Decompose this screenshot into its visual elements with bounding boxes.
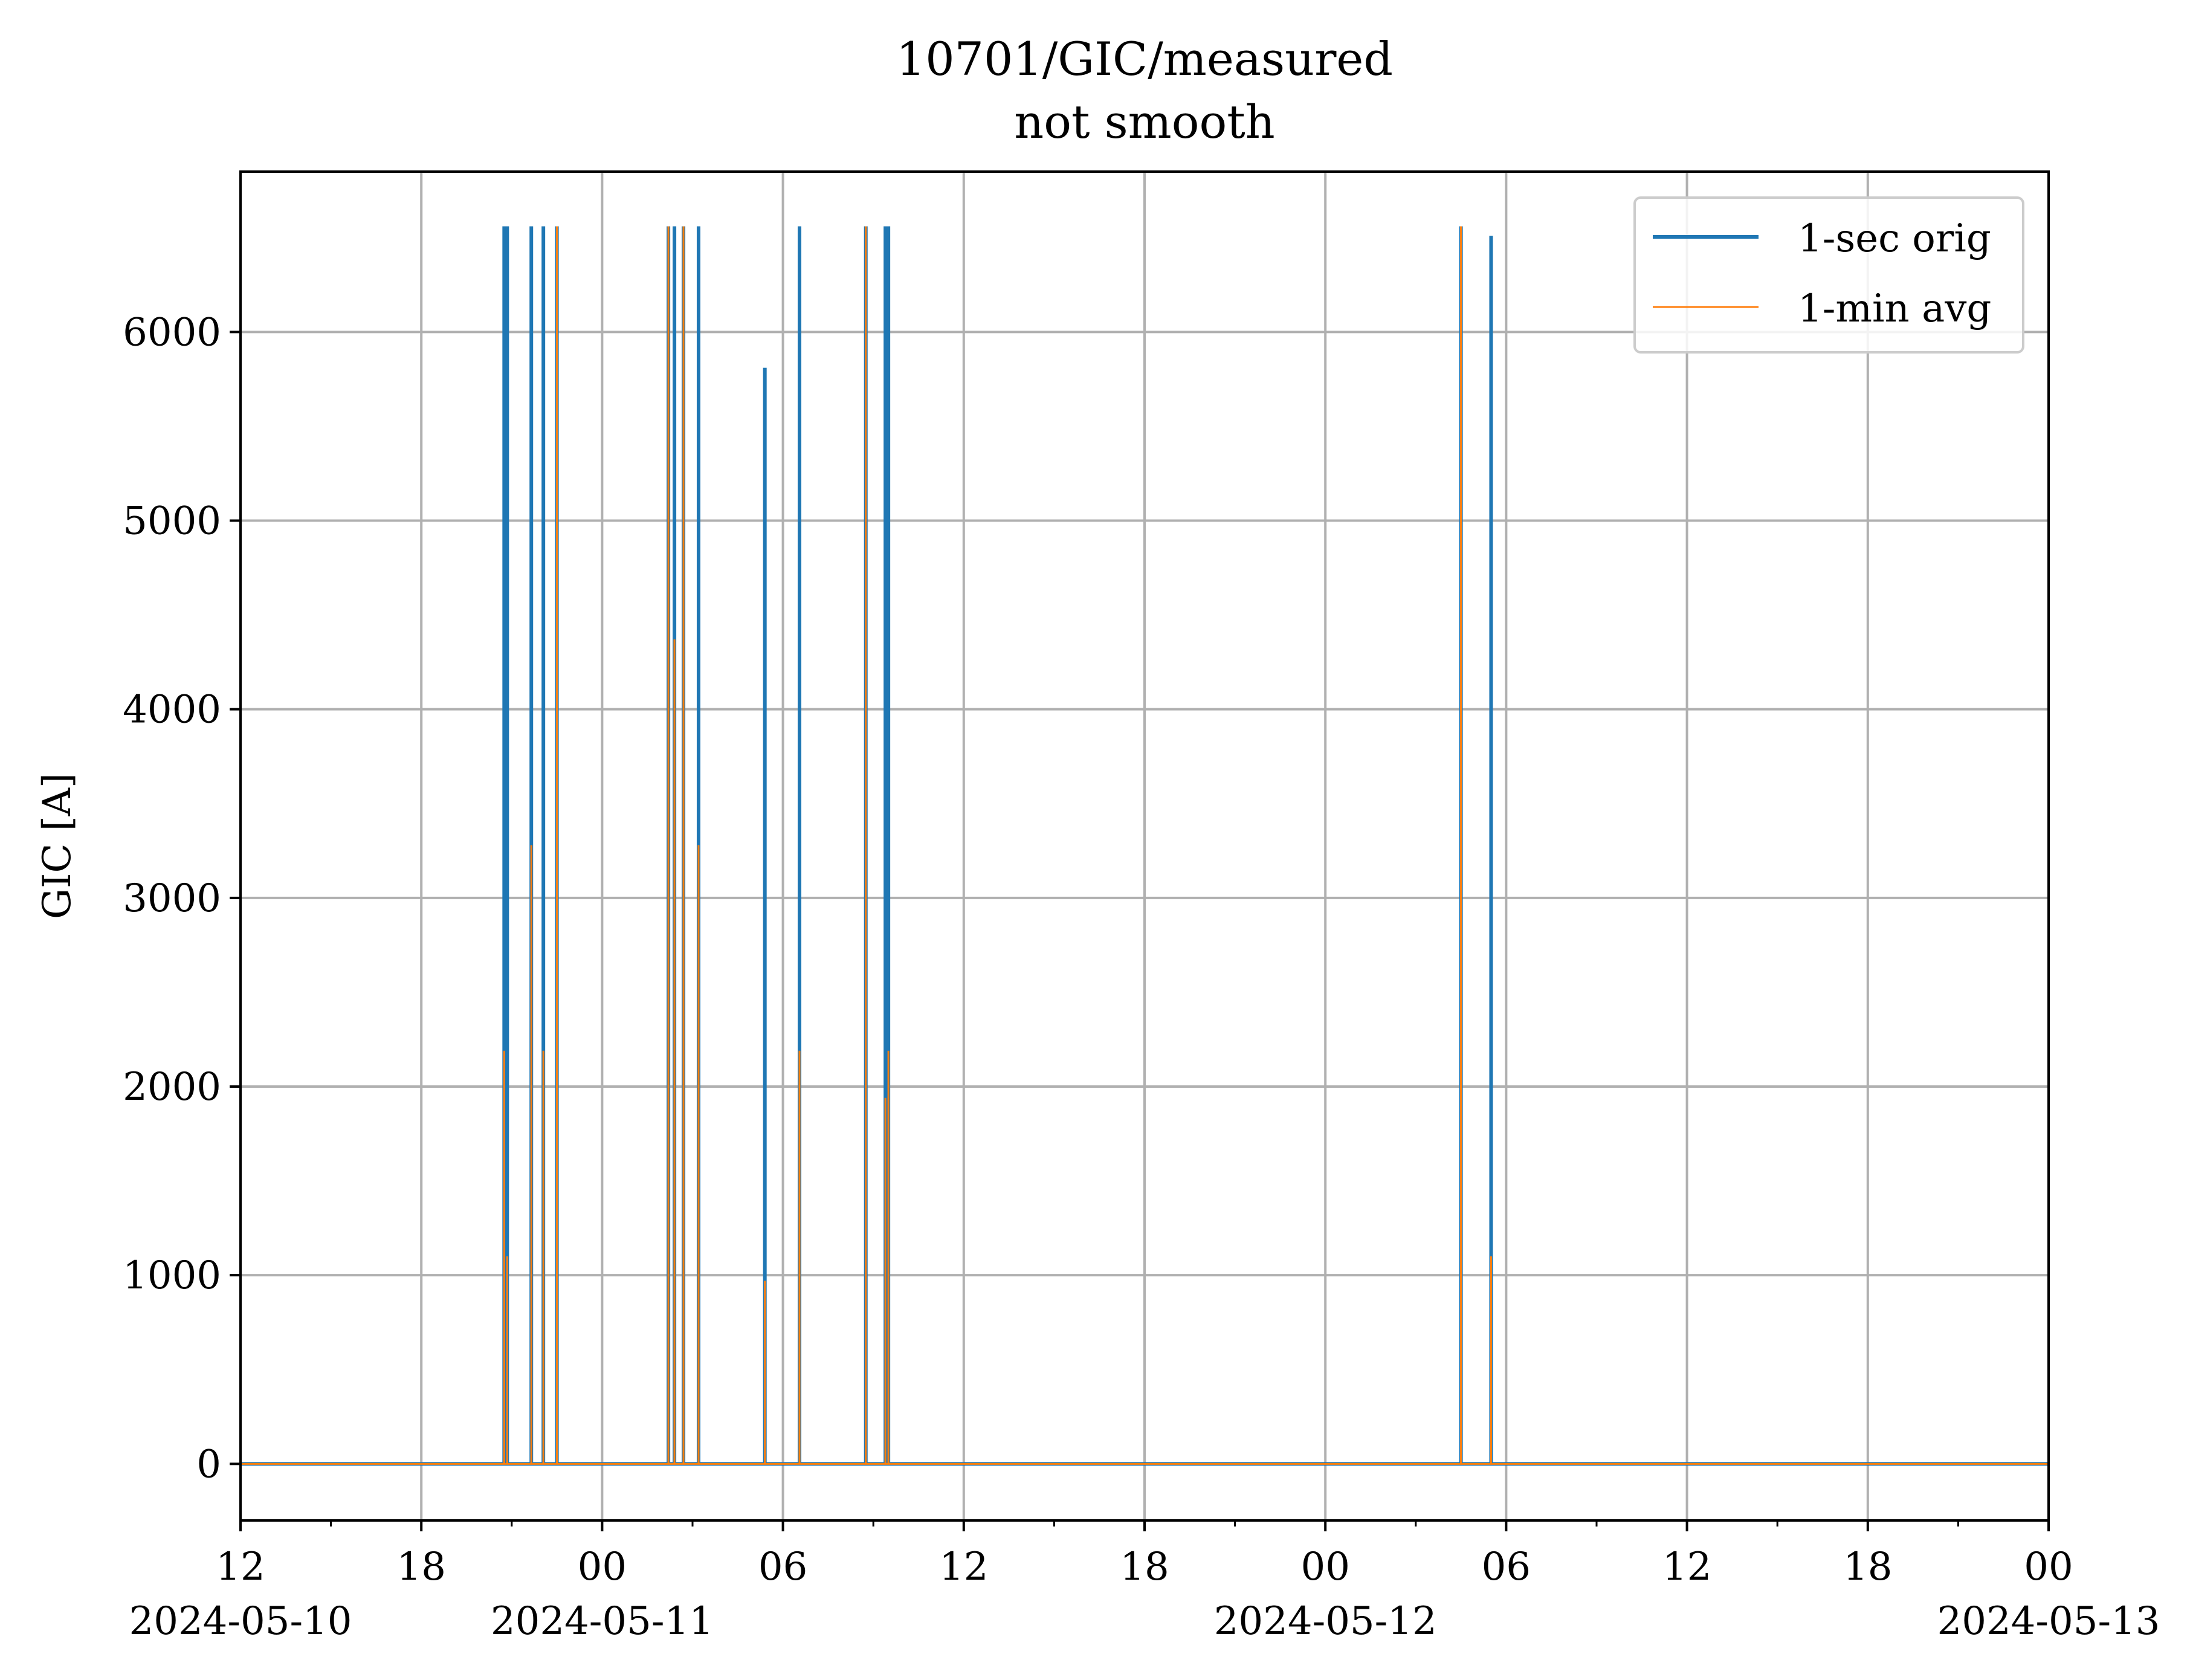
y-tick-label: 3000: [123, 876, 221, 921]
y-tick-label: 5000: [123, 499, 221, 544]
y-axis-label: GIC [A]: [35, 773, 80, 919]
x-tick-date-label: 2024-05-12: [1214, 1599, 1437, 1644]
y-tick-label: 6000: [123, 310, 221, 355]
x-tick-date-label: 2024-05-13: [1937, 1599, 2160, 1644]
y-tick-label: 0: [196, 1442, 221, 1487]
x-axis: 12 2024-05-10 18 00 2024-05-11 06 12 18 00 2024-0…: [129, 1520, 2160, 1644]
y-tick-label: 2000: [123, 1065, 221, 1110]
x-tick-date-label: 2024-05-10: [129, 1599, 352, 1644]
x-tick-label: 00: [578, 1545, 627, 1589]
plot-area: [241, 226, 2049, 1466]
legend-label-1-sec-orig: 1-sec orig: [1798, 216, 1991, 261]
x-tick-label: 18: [1843, 1545, 1892, 1589]
series-1-min-avg: [241, 226, 2049, 1465]
x-tick-label: 00: [1300, 1545, 1349, 1589]
x-tick-label: 18: [396, 1545, 445, 1589]
x-tick-label: 12: [1662, 1545, 1711, 1589]
x-tick-date-label: 2024-05-11: [491, 1599, 714, 1644]
legend-label-1-min-avg: 1-min avg: [1798, 286, 1991, 331]
x-tick-label: 12: [216, 1545, 265, 1589]
y-tick-label: 4000: [123, 688, 221, 732]
legend: 1-sec orig 1-min avg: [1633, 196, 2024, 354]
x-tick-label: 00: [2024, 1545, 2073, 1589]
x-tick-label: 18: [1120, 1545, 1169, 1589]
y-tick-label: 1000: [123, 1253, 221, 1298]
x-tick-label: 06: [758, 1545, 807, 1589]
y-axis: 0 1000 2000 3000 4000 5000 6000: [123, 310, 241, 1487]
chart-title: 10701/GIC/measured: [896, 32, 1393, 86]
chart-subtitle: not smooth: [1014, 95, 1274, 149]
x-tick-label: 06: [1482, 1545, 1531, 1589]
x-tick-label: 12: [939, 1545, 988, 1589]
